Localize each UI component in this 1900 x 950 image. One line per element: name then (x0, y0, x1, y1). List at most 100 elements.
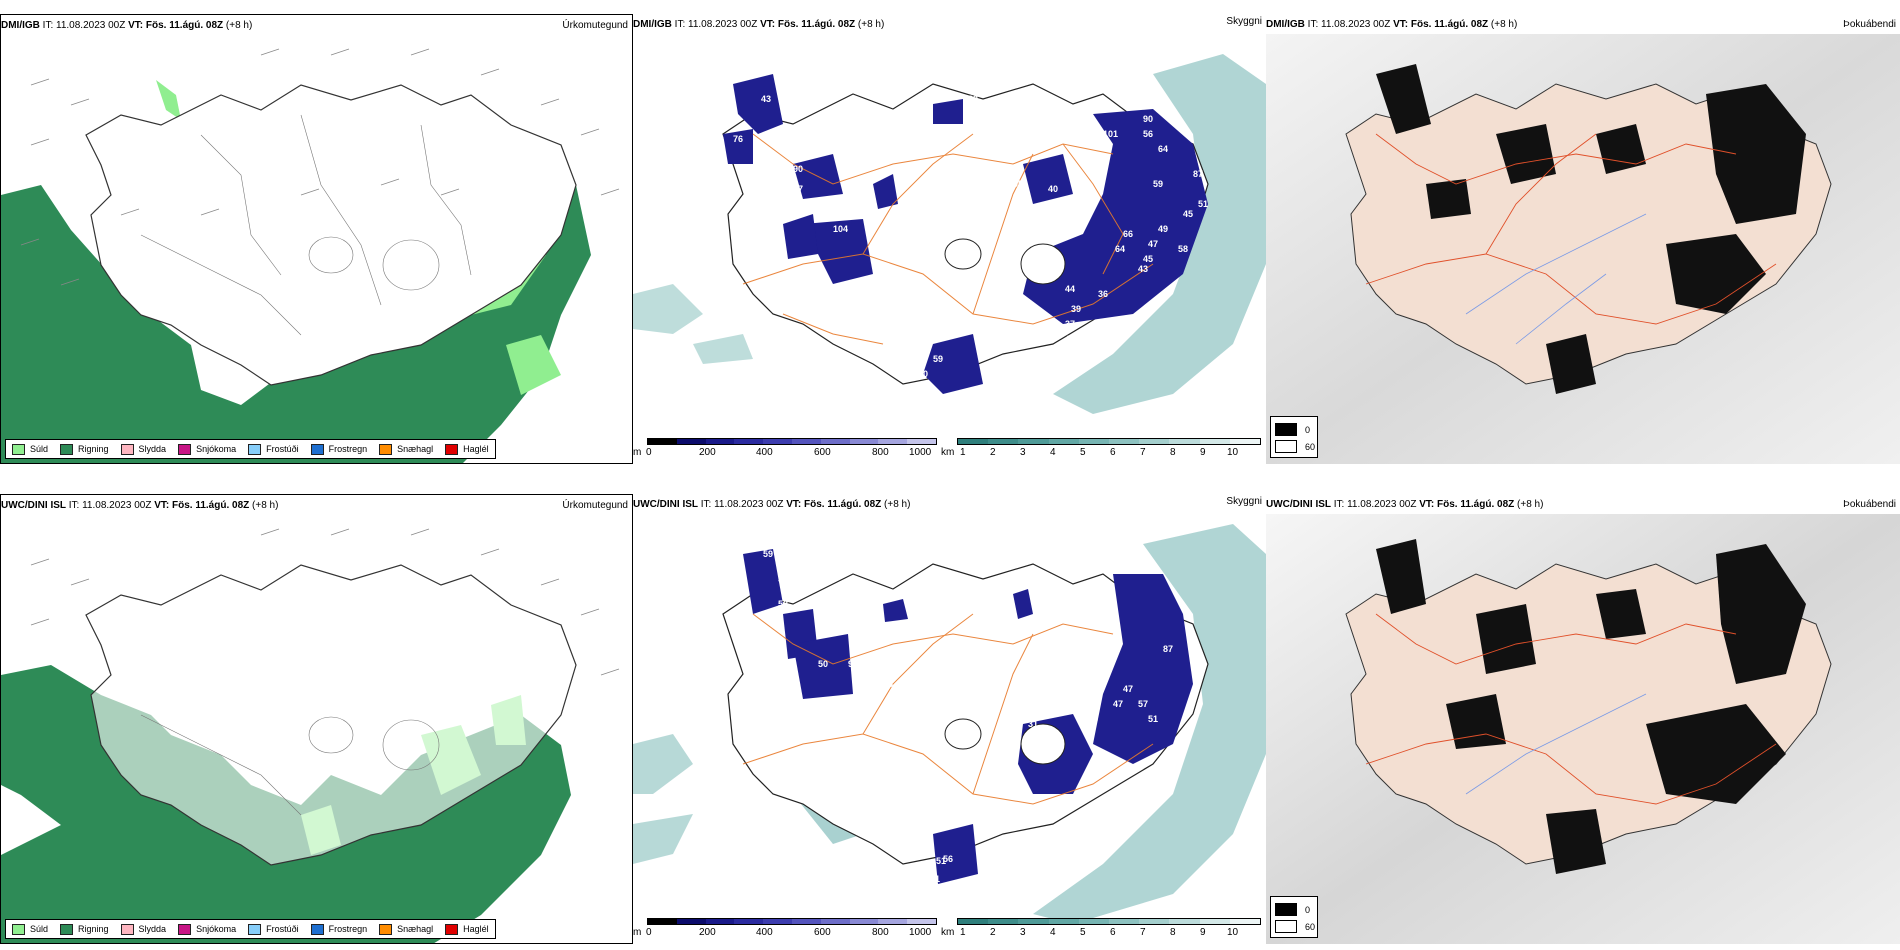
visibility-scale-bar (957, 918, 1261, 925)
cloud-value-label: 57 (1138, 699, 1149, 709)
visibility-tick: 3 (1020, 927, 1026, 938)
cloud-value-label: 33 (968, 94, 979, 104)
cloud-value-label: 90 (793, 164, 804, 174)
fog-legend: 0 60 (1270, 416, 1318, 458)
valid-time: VT: Fös. 11.ágú. 08Z (1393, 19, 1489, 30)
legend-label: Súld (30, 924, 49, 934)
panel-header: DMI/IGB IT: 11.08.2023 00Z VT: Fös. 11.á… (1266, 19, 1517, 30)
legend-label: Haglél (463, 444, 489, 454)
valid-time: VT: Fös. 11.ágú. 08Z (128, 20, 224, 31)
cloud-value-label: 57 (793, 184, 804, 194)
legend-label: Rigning (78, 924, 109, 934)
visibility-tick: 5 (1080, 927, 1086, 938)
fog-swatch-black (1275, 903, 1297, 916)
legend-item: Súld (12, 923, 49, 935)
legend-swatch (12, 923, 25, 935)
elevation-tick: 800 (872, 927, 889, 938)
legend-item: Slydda (120, 443, 166, 455)
legend-label: Súld (30, 444, 49, 454)
elevation-tick: 400 (756, 927, 773, 938)
visibility-tick: 7 (1140, 927, 1146, 938)
legend-item: Snæhagl (379, 443, 434, 455)
fog-legend-label: 60 (1305, 441, 1316, 452)
cloud-value-label: 64 (1115, 244, 1126, 254)
fog-title: Þokuábendi (1843, 499, 1896, 510)
legend-swatch (310, 443, 324, 455)
legend-label: Snjókoma (196, 924, 237, 934)
legend-item: Rigning (60, 923, 109, 935)
init-time: IT: 11.08.2023 00Z (42, 20, 126, 31)
legend-item: Frostúði (248, 923, 299, 935)
cloud-panel-bottom: 59 54 52 50 98 87 58 53 50 31 37 26 47 47 57 51 87 56 41 25… (633, 494, 1266, 944)
visibility-tick: 2 (990, 447, 996, 458)
cloud-value-label: 51 (1198, 199, 1209, 209)
visibility-tick: 6 (1110, 927, 1116, 938)
elevation-tick: 1000 (909, 447, 932, 458)
cloud-value-label: 66 (1123, 229, 1134, 239)
visibility-tick: 8 (1170, 927, 1176, 938)
cloud-value-label: 44 (1065, 284, 1076, 294)
precip-map-top (1, 15, 632, 463)
elevation-tick: 800 (872, 447, 889, 458)
cloud-value-label: 101 (1103, 129, 1119, 139)
lead-time: (+8 h) (1490, 19, 1518, 30)
legend-item: Haglél (445, 923, 489, 935)
visibility-tick: 1 (960, 447, 966, 458)
model-name: DMI/IGB (633, 19, 672, 30)
panel-header: DMI/IGB IT: 11.08.2023 00Z VT: Fös. 11.á… (633, 19, 884, 30)
model-name: DMI/IGB (1266, 19, 1305, 30)
cloud-value-label: 57 (803, 124, 814, 134)
legend-item: Rigning (60, 443, 109, 455)
precip-legend: Súld Rigning Slydda Snjókoma Frostúði Fr… (5, 919, 496, 939)
init-time: IT: 11.08.2023 00Z (700, 499, 784, 510)
valid-time: VT: Fös. 11.ágú. 08Z (154, 500, 250, 511)
elevation-unit: m (633, 447, 642, 458)
elevation-scale-bar (647, 438, 937, 445)
precip-panel-top: DMI/IGB IT: 11.08.2023 00Z VT: Fös. 11.á… (0, 14, 633, 464)
cloud-value-label: 47 (1148, 239, 1159, 249)
legend-swatch (120, 443, 134, 455)
cloud-value-label: 56 (1143, 129, 1154, 139)
legend-label: Snæhagl (397, 924, 434, 934)
cloud-value-label: 49 (1158, 224, 1169, 234)
legend-swatch (60, 923, 74, 935)
cloud-value-label: 54 (778, 574, 789, 584)
visibility-tick: 8 (1170, 447, 1176, 458)
cloud-value-label: 51 (936, 856, 947, 866)
fog-legend-label: 0 (1305, 424, 1311, 435)
model-name: UWC/DINI ISL (1266, 499, 1331, 510)
legend-item: Snjókoma (178, 443, 237, 455)
legend-label: Frostúði (266, 924, 299, 934)
cloud-value-label: 50 (818, 659, 829, 669)
cloud-value-label: 53 (1008, 689, 1019, 699)
visibility-tick: 5 (1080, 447, 1086, 458)
cloud-value-label: 98 (848, 659, 859, 669)
model-name: DMI/IGB (1, 20, 40, 31)
cloud-value-label: 58 (883, 679, 894, 689)
cloud-value-label: 56 (943, 854, 954, 864)
fog-map-top (1266, 34, 1900, 464)
cloud-value-label: 50 (1008, 709, 1019, 719)
visibility-tick: 10 (1227, 927, 1239, 938)
legend-item: Frostúði (248, 443, 299, 455)
model-name: UWC/DINI ISL (1, 500, 66, 511)
legend-swatch (178, 923, 192, 935)
panel-header: UWC/DINI ISL IT: 11.08.2023 00Z VT: Fös.… (633, 499, 910, 510)
cloud-value-label: 90 (1143, 114, 1154, 124)
elevation-unit: m (633, 927, 642, 938)
legend-label: Snæhagl (397, 444, 434, 454)
legend-swatch (178, 443, 192, 455)
precip-title: Úrkomutegund (562, 500, 628, 511)
cloud-map-bottom (633, 494, 1266, 944)
cloud-value-label: 43 (761, 94, 772, 104)
lead-time: (+8 h) (884, 499, 911, 510)
elevation-tick: 400 (756, 447, 773, 458)
legend-swatch (379, 443, 393, 455)
elevation-tick: 0 (646, 447, 652, 458)
legend-label: Snjókoma (196, 444, 237, 454)
scale-bars: m 0 200 400 600 800 1000 km 1 2 3 4 5 6 … (633, 918, 1266, 944)
cloud-value-label: 59 (1153, 179, 1164, 189)
precip-map-bottom (1, 495, 632, 943)
fog-legend: 0 60 (1270, 896, 1318, 938)
fog-swatch-black (1275, 423, 1297, 436)
